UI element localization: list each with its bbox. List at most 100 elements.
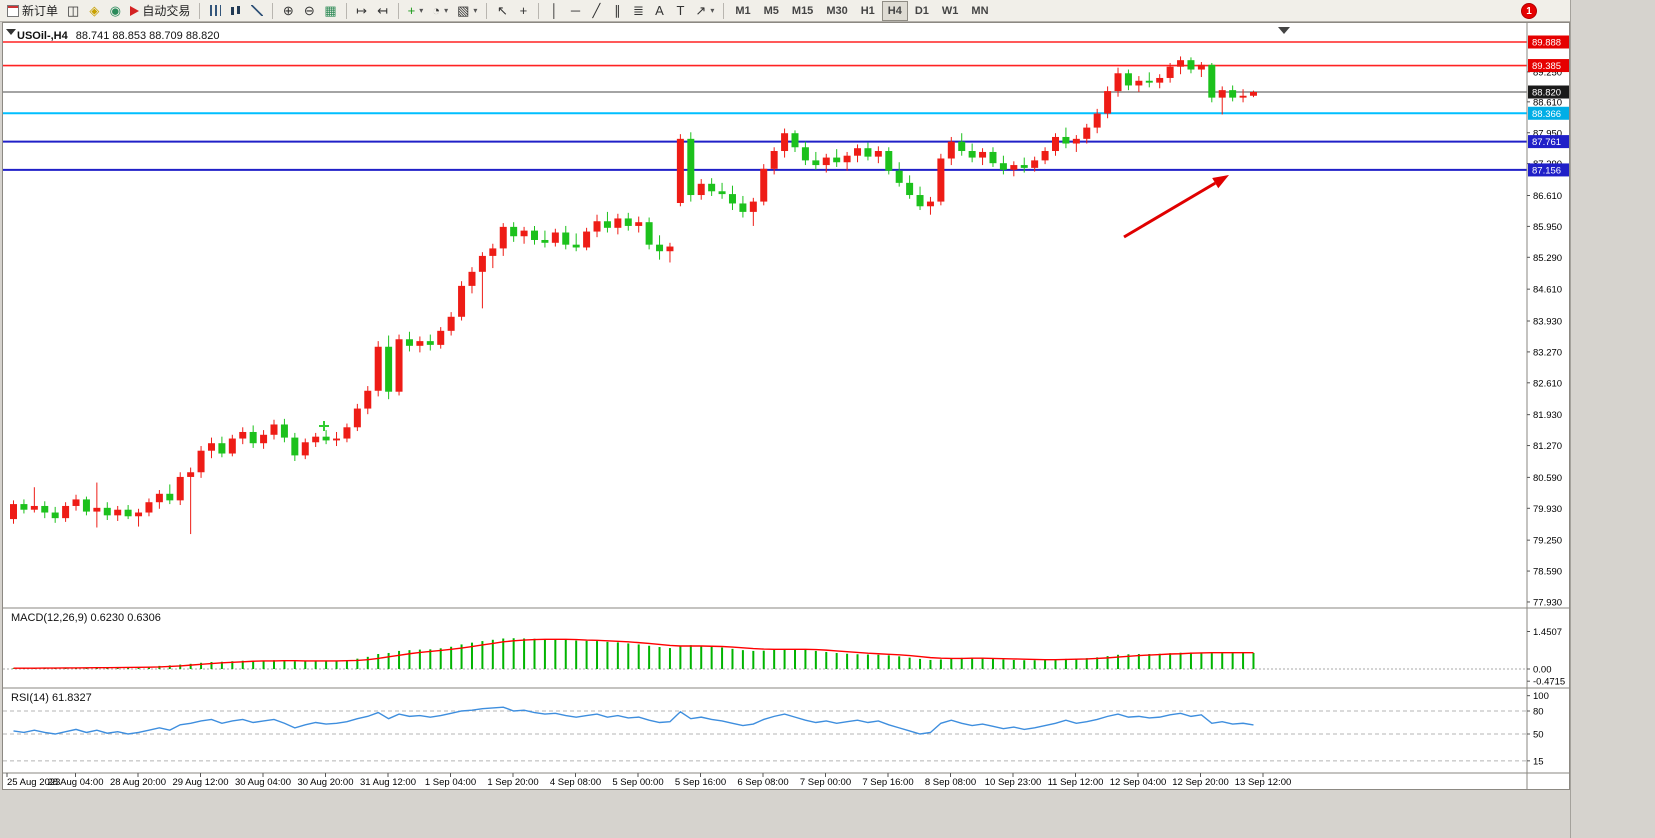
auto-scroll-button[interactable]: ↦	[352, 1, 372, 21]
time-axis-label: 28 Aug 04:00	[48, 777, 104, 788]
candle-body	[1072, 138, 1080, 144]
label-button[interactable]: T	[670, 1, 690, 21]
toolbar-separator	[272, 2, 274, 19]
macd-main-value: 0.6230	[90, 612, 125, 624]
candle-body	[770, 151, 778, 169]
price-tag-text: 87.761	[1532, 137, 1561, 148]
new-order-button[interactable]: 新订单	[3, 1, 62, 21]
timeframe-m15-button[interactable]: M15	[786, 1, 819, 21]
tile-windows-icon: ▦	[324, 3, 337, 18]
timeframe-mn-button[interactable]: MN	[965, 1, 994, 21]
chart-shift-marker-icon[interactable]	[1278, 27, 1290, 34]
bars-chart-button[interactable]	[205, 1, 225, 21]
macd-axis-label: 1.4507	[1533, 627, 1562, 638]
price-tag-88.366: 88.366	[1528, 106, 1569, 120]
candle-body	[1166, 66, 1174, 78]
candles-icon	[230, 4, 243, 17]
cursor-button[interactable]: ↖	[492, 1, 512, 21]
candle-body	[103, 507, 111, 516]
templates-button[interactable]: ▧ ▾	[453, 1, 481, 21]
pane-separators	[3, 23, 1569, 789]
candle-body	[353, 408, 361, 428]
form-icon	[7, 4, 19, 17]
timeframe-m5-button[interactable]: M5	[758, 1, 785, 21]
candles-chart-button[interactable]	[226, 1, 246, 21]
trendline-button[interactable]: ╱	[586, 1, 606, 21]
cursor-icon: ↖	[496, 3, 508, 18]
candlestick-series	[10, 56, 1257, 535]
candle-body	[322, 436, 330, 441]
horizontal-line-button[interactable]: ─	[565, 1, 585, 21]
status-bar-area	[0, 790, 1570, 838]
candle-body	[874, 151, 882, 157]
notification-badge[interactable]: 1	[1521, 3, 1537, 19]
metaeditor-button[interactable]: ◈	[84, 1, 104, 21]
line-icon	[251, 5, 264, 16]
charts-button[interactable]: ◫	[63, 1, 83, 21]
vertical-line-button[interactable]: │	[544, 1, 564, 21]
zoom-in-button[interactable]: ⊕	[278, 1, 298, 21]
price-tag-text: 89.888	[1532, 38, 1561, 49]
text-button[interactable]: A	[649, 1, 669, 21]
candle-body	[41, 505, 49, 513]
trend-arrow-annotation[interactable]	[1123, 175, 1229, 239]
dropdown-arrow-icon: ▾	[473, 6, 478, 15]
candle-body	[531, 230, 538, 240]
tile-windows-button[interactable]: ▦	[320, 1, 340, 21]
dropdown-arrow-icon: ▾	[444, 6, 449, 15]
candle-body	[93, 507, 101, 512]
time-axis-label: 28 Aug 20:00	[110, 777, 166, 788]
candle-body	[635, 222, 643, 226]
rsi-indicator-label: RSI(14) 61.8327	[11, 692, 92, 704]
alerts-button[interactable]: ◉	[105, 1, 125, 21]
zoom-out-button[interactable]: ⊖	[299, 1, 319, 21]
chart-shift-button[interactable]: ↤	[373, 1, 393, 21]
candle-body	[385, 346, 393, 392]
fibonacci-button[interactable]: ≣	[628, 1, 648, 21]
main-toolbar: 新订单 ◫ ◈ ◉ 自动交易 ⊕ ⊖ ▦ ↦ ↤ + ▾ ◔ ▾ ▧ ▾ ↖ + │ ─ ╱ ∥ ≣ A T ↗ ▾ M1 M5 M15 M…	[0, 0, 1570, 22]
candle-body	[1041, 151, 1049, 161]
timeframe-h1-button[interactable]: H1	[855, 1, 881, 21]
indicators-button[interactable]: + ▾	[404, 1, 428, 21]
chart-canvas[interactable]: 1.4507 0.00-0.4715 100 80 50 15 89.250 88.610 87…	[3, 23, 1569, 789]
time-axis-label: 13 Sep 12:00	[1235, 777, 1292, 788]
price-axis-label: 83.930	[1533, 316, 1562, 327]
plus-marker-annotation[interactable]	[319, 421, 329, 431]
candle-body	[374, 346, 382, 391]
timeframe-d1-button[interactable]: D1	[909, 1, 935, 21]
timeframe-h4-button[interactable]: H4	[881, 0, 908, 21]
charts-icon: ◫	[67, 3, 80, 18]
arrows-button[interactable]: ↗ ▾	[691, 1, 718, 21]
timeframe-m30-button[interactable]: M30	[820, 1, 853, 21]
horizontal-line-icon: ─	[570, 3, 581, 18]
time-axis-label: 25 Aug 2023	[7, 777, 60, 788]
price-axis-label: 81.930	[1533, 410, 1562, 421]
crosshair-button[interactable]: +	[513, 1, 533, 21]
candle-body	[239, 431, 247, 439]
chart-shift-icon: ↤	[377, 3, 389, 18]
time-axis-label: 29 Aug 12:00	[173, 777, 229, 788]
one-click-trading-arrow-icon[interactable]	[6, 29, 16, 35]
timeframe-m1-button[interactable]: M1	[729, 1, 756, 21]
candle-body	[739, 203, 747, 212]
periods-button[interactable]: ◔ ▾	[428, 1, 452, 21]
candle-body	[676, 138, 684, 203]
candle-body	[458, 285, 466, 317]
candle-body	[1104, 91, 1112, 114]
candle-body	[885, 151, 893, 171]
candle-body	[937, 158, 945, 202]
candle-body	[749, 201, 757, 212]
candle-body	[343, 427, 351, 439]
chart-window[interactable]: 1.4507 0.00 -0.4715 100 80 50 15 89.250 88.610 87…	[2, 22, 1570, 790]
price-tag-89.385: 89.385	[1528, 59, 1569, 73]
time-axis-label: 30 Aug 20:00	[298, 777, 354, 788]
channel-button[interactable]: ∥	[607, 1, 627, 21]
price-tag-bg	[1528, 35, 1569, 49]
candle-body	[656, 244, 664, 252]
time-axis-label: 10 Sep 23:00	[985, 777, 1042, 788]
auto-trading-button[interactable]: 自动交易	[126, 1, 194, 21]
line-chart-button[interactable]	[247, 1, 267, 21]
timeframe-w1-button[interactable]: W1	[936, 1, 965, 21]
candle-body	[551, 232, 559, 243]
candle-body	[583, 231, 591, 248]
